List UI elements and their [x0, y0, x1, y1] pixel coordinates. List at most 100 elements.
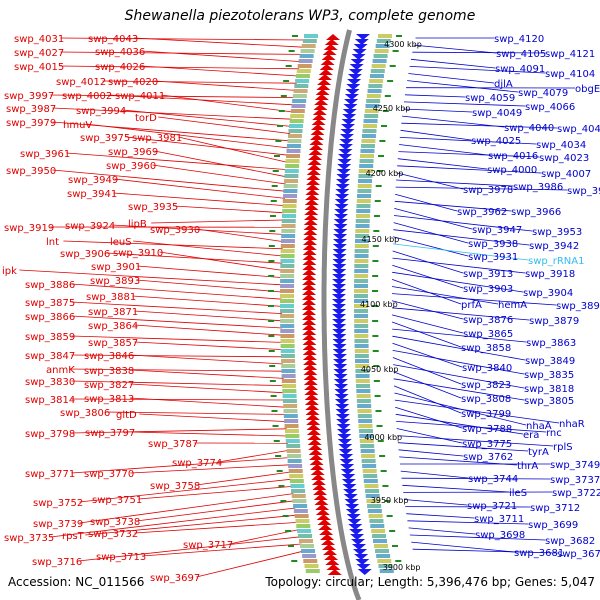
cog-band-right — [362, 129, 377, 133]
connector-line-right — [393, 222, 469, 244]
connector-line-left — [132, 295, 283, 307]
gene-label-right: swp_3699 — [528, 520, 578, 531]
cog-band-left — [295, 74, 310, 78]
gene-label-right: swp_3711 — [474, 514, 524, 525]
forward-gene-mark — [310, 469, 325, 475]
gc-dash-left — [288, 545, 295, 547]
cog-band-right — [356, 199, 371, 203]
connector-line-left — [151, 219, 284, 224]
connector-line-left — [130, 354, 284, 365]
cog-band-left — [281, 374, 296, 378]
forward-gene-mark — [316, 84, 331, 90]
cog-band-right — [360, 149, 375, 153]
forward-gene-mark — [302, 289, 317, 295]
cog-band-right — [365, 494, 380, 498]
connector-line-right — [409, 66, 546, 74]
gene-label-right: nhaA — [526, 421, 552, 432]
forward-gene-mark — [304, 199, 319, 205]
cog-band-left — [284, 179, 299, 183]
reverse-gene-mark — [350, 534, 365, 540]
gene-label-left: anmK — [46, 365, 75, 376]
connector-line-left — [50, 507, 296, 538]
connector-line-right — [410, 58, 496, 69]
cog-band-left — [286, 144, 301, 148]
cog-band-left — [280, 274, 295, 278]
connector-line-right — [398, 151, 540, 158]
cog-band-right — [372, 59, 387, 63]
cog-band-right — [357, 414, 372, 418]
connector-line-right — [396, 172, 464, 190]
cog-band-right — [363, 119, 378, 123]
gc-dash-left — [282, 515, 289, 517]
reverse-gene-mark — [332, 354, 347, 360]
gene-label-right: obgE — [575, 84, 600, 95]
cog-band-left — [302, 39, 317, 43]
gene-label-left: swp_3997 — [4, 91, 54, 102]
cog-band-right — [361, 134, 376, 138]
cog-band-right — [354, 339, 369, 343]
gc-dash-left — [285, 65, 292, 67]
gene-label-left: swp_3739 — [33, 519, 83, 530]
gene-label-left: lnt — [46, 237, 59, 248]
gene-label-right: swp_3904 — [523, 288, 573, 299]
forward-gene-mark — [326, 564, 341, 570]
cog-band-right — [354, 284, 369, 288]
gene-label-left: swp_3847 — [25, 351, 75, 362]
gc-dash-right — [382, 110, 389, 112]
kbp-tick-label: 4100 kbp — [360, 300, 398, 309]
reverse-gene-mark — [343, 489, 358, 495]
gene-label-left: leuS — [110, 237, 132, 248]
connector-line-right — [391, 300, 464, 320]
cog-band-right — [354, 279, 369, 283]
forward-gene-mark — [317, 519, 332, 525]
gene-label-right: swp_3953 — [532, 227, 582, 238]
forward-gene-mark — [318, 524, 333, 530]
kbp-tick-label: 4300 kbp — [384, 40, 422, 49]
reverse-gene-mark — [348, 69, 363, 75]
connector-line-left — [134, 37, 304, 48]
gc-dash-right — [389, 530, 396, 532]
cog-band-left — [280, 324, 295, 328]
forward-gene-mark — [303, 359, 318, 365]
forward-gene-mark — [327, 569, 342, 575]
cog-band-right — [367, 89, 382, 93]
connector-line-right — [411, 541, 515, 553]
connector-line-right — [398, 449, 464, 457]
cog-band-right — [361, 459, 376, 463]
kbp-tick-label: 4000 kbp — [364, 433, 402, 442]
connector-line-right — [402, 484, 510, 493]
reverse-gene-mark — [342, 114, 357, 120]
reverse-gene-mark — [334, 209, 349, 215]
gc-dash-right — [396, 35, 402, 37]
gene-label-left: swp_3864 — [88, 321, 138, 332]
cog-band-left — [289, 479, 304, 483]
cog-band-right — [377, 559, 392, 563]
reverse-gene-mark — [332, 249, 347, 255]
cog-band-right — [354, 244, 369, 248]
reverse-gene-mark — [332, 314, 347, 320]
forward-gene-mark — [307, 439, 322, 445]
cog-band-right — [359, 434, 374, 438]
cog-band-left — [284, 429, 299, 433]
reverse-gene-mark — [336, 169, 351, 175]
gc-dash-left — [268, 245, 275, 247]
gene-label-right: swp_3938 — [468, 239, 518, 250]
cog-band-left — [283, 404, 298, 408]
reverse-gene-mark — [343, 104, 358, 110]
cog-band-right — [369, 74, 384, 78]
reverse-gene-mark — [336, 424, 351, 430]
cog-band-left — [280, 349, 295, 353]
cog-band-right — [354, 294, 369, 298]
forward-gene-mark — [302, 304, 317, 310]
cog-band-right — [354, 304, 369, 308]
cog-band-left — [290, 114, 305, 118]
reverse-gene-mark — [344, 94, 359, 100]
gene-label-left: swp_3830 — [25, 377, 75, 388]
reverse-gene-mark — [332, 239, 347, 245]
gc-dash-left — [268, 305, 275, 307]
reverse-gene-mark — [336, 174, 351, 180]
gene-label-right: rnc — [546, 428, 562, 439]
cog-band-left — [289, 119, 304, 123]
gene-label-right: swp_4048 — [557, 124, 600, 135]
forward-gene-mark — [302, 254, 317, 260]
